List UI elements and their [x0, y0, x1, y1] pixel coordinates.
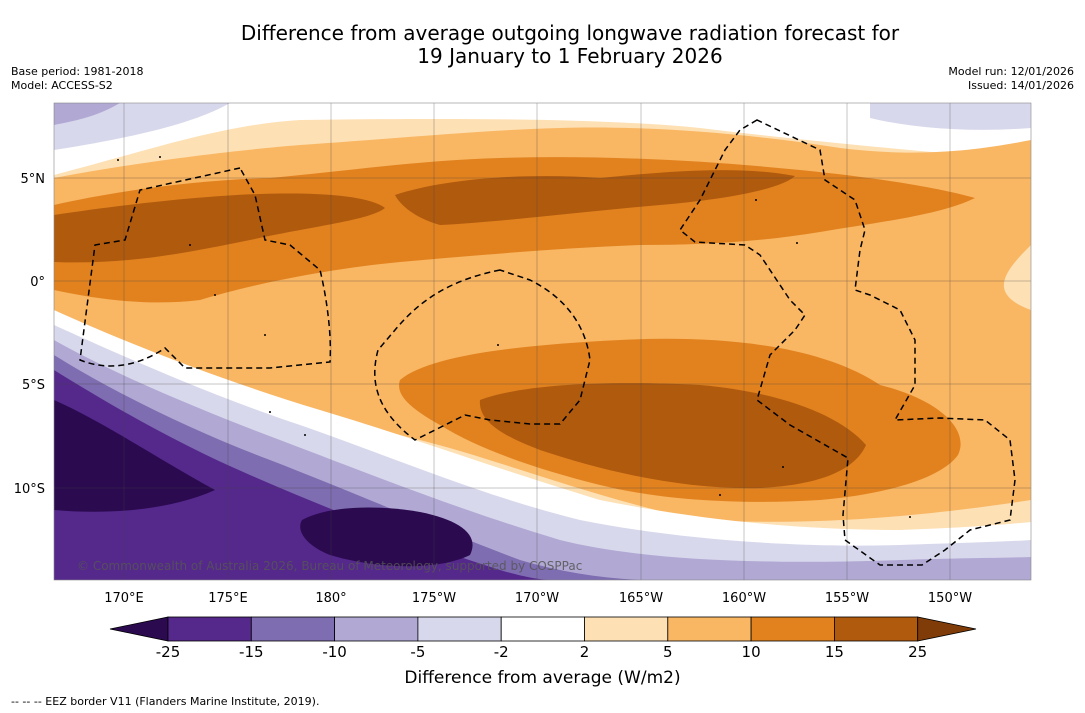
north-east-negative-band [870, 103, 1031, 130]
longitude-label: 160°W [722, 591, 766, 606]
island-marker [214, 294, 216, 296]
eez-footnote: -- -- -- EEZ border V11 (Flanders Marine… [11, 695, 320, 708]
colorbar-extend-low [109, 616, 169, 642]
meta-right: Model run: 12/01/2026 Issued: 14/01/2026 [948, 65, 1074, 93]
island-marker [117, 159, 119, 161]
longitude-label: 165°W [619, 591, 663, 606]
north-negative-band-strong [54, 103, 120, 125]
colorbar-segment [750, 616, 835, 642]
colorbar-tick-label: 5 [663, 643, 673, 661]
meta-left: Base period: 1981-2018 Model: ACCESS-S2 [11, 65, 143, 93]
colorbar [109, 616, 977, 642]
model-name: Model: ACCESS-S2 [11, 79, 113, 92]
latitude-label: 0° [30, 275, 45, 290]
south-negative-core-central [300, 507, 473, 567]
island-marker [269, 411, 271, 413]
issued-date: Issued: 14/01/2026 [967, 79, 1074, 92]
south-negative-core-west [54, 400, 215, 512]
colorbar-tick-label: 15 [824, 643, 844, 661]
latitude-label: 10°S [14, 482, 45, 497]
longitude-label: 175°E [208, 591, 248, 606]
north-neutral-band [54, 103, 1031, 175]
colorbar-tick-label: 10 [741, 643, 761, 661]
eez-border-central [374, 269, 591, 441]
eez-borders [79, 119, 1016, 566]
colorbar-tick-label: 25 [908, 643, 928, 661]
island-marker [159, 156, 161, 158]
colorbar-tick-label: -25 [155, 643, 181, 661]
colorbar-tick-label: -5 [410, 643, 426, 661]
island-marker [189, 244, 191, 246]
island-marker [909, 516, 911, 518]
title-line-2: 19 January to 1 February 2026 [417, 44, 723, 68]
colorbar-segment [167, 616, 252, 642]
latitude-labels: 5°N 0° 5°S 10°S [14, 172, 45, 497]
colorbar-segment [250, 616, 336, 642]
colorbar-tick-label: -15 [239, 643, 264, 661]
north-negative-band [54, 103, 230, 150]
positive-core-15-25-central [395, 170, 795, 225]
colorbar-tick-label: 2 [579, 643, 590, 661]
base-period: Base period: 1981-2018 [11, 65, 144, 78]
longitude-label: 175°W [412, 591, 456, 606]
island-marker [719, 494, 721, 496]
model-run: Model run: 12/01/2026 [948, 65, 1074, 78]
south-negative-band-25 [54, 370, 550, 580]
colorbar-segment [500, 616, 585, 642]
map-frame [53, 102, 1032, 581]
map-gridlines [54, 103, 1031, 580]
longitude-label: 150°W [928, 591, 972, 606]
latitude-label: 5°N [21, 172, 46, 187]
island-marker [796, 242, 798, 244]
longitude-labels: 170°E 175°E 180° 175°W 170°W 165°W 160°W 155°W 1… [104, 591, 972, 606]
longitude-label: 180° [315, 591, 346, 606]
copyright-notice: © Commonwealth of Australia 2026, Bureau… [77, 559, 583, 573]
colorbar-extend-high [917, 616, 977, 642]
island-markers [117, 156, 911, 518]
map-plot-area [54, 103, 1031, 580]
colorbar-segment [334, 616, 419, 642]
title-line-1: Difference from average outgoing longwav… [240, 21, 900, 45]
longitude-label: 170°E [104, 591, 144, 606]
positive-core-15-25-west [54, 193, 385, 263]
colorbar-segment [834, 616, 919, 642]
longitude-label: 170°W [515, 591, 559, 606]
island-marker [782, 466, 784, 468]
colorbar-segment [417, 616, 502, 642]
chart-title: Difference from average outgoing longwav… [0, 22, 1085, 68]
colorbar-segment [584, 616, 669, 642]
island-marker [497, 344, 499, 346]
eez-border-west [79, 167, 332, 369]
island-marker [304, 434, 306, 436]
colorbar-tick-label: -10 [322, 643, 347, 661]
colorbar-segment [667, 616, 752, 642]
latitude-label: 5°S [22, 378, 45, 393]
eez-border-east [678, 119, 1016, 566]
island-marker [755, 199, 757, 201]
longitude-label: 155°W [825, 591, 869, 606]
colorbar-label: Difference from average (W/m2) [404, 668, 681, 688]
island-marker [264, 334, 266, 336]
colorbar-tick-label: -2 [493, 643, 509, 661]
